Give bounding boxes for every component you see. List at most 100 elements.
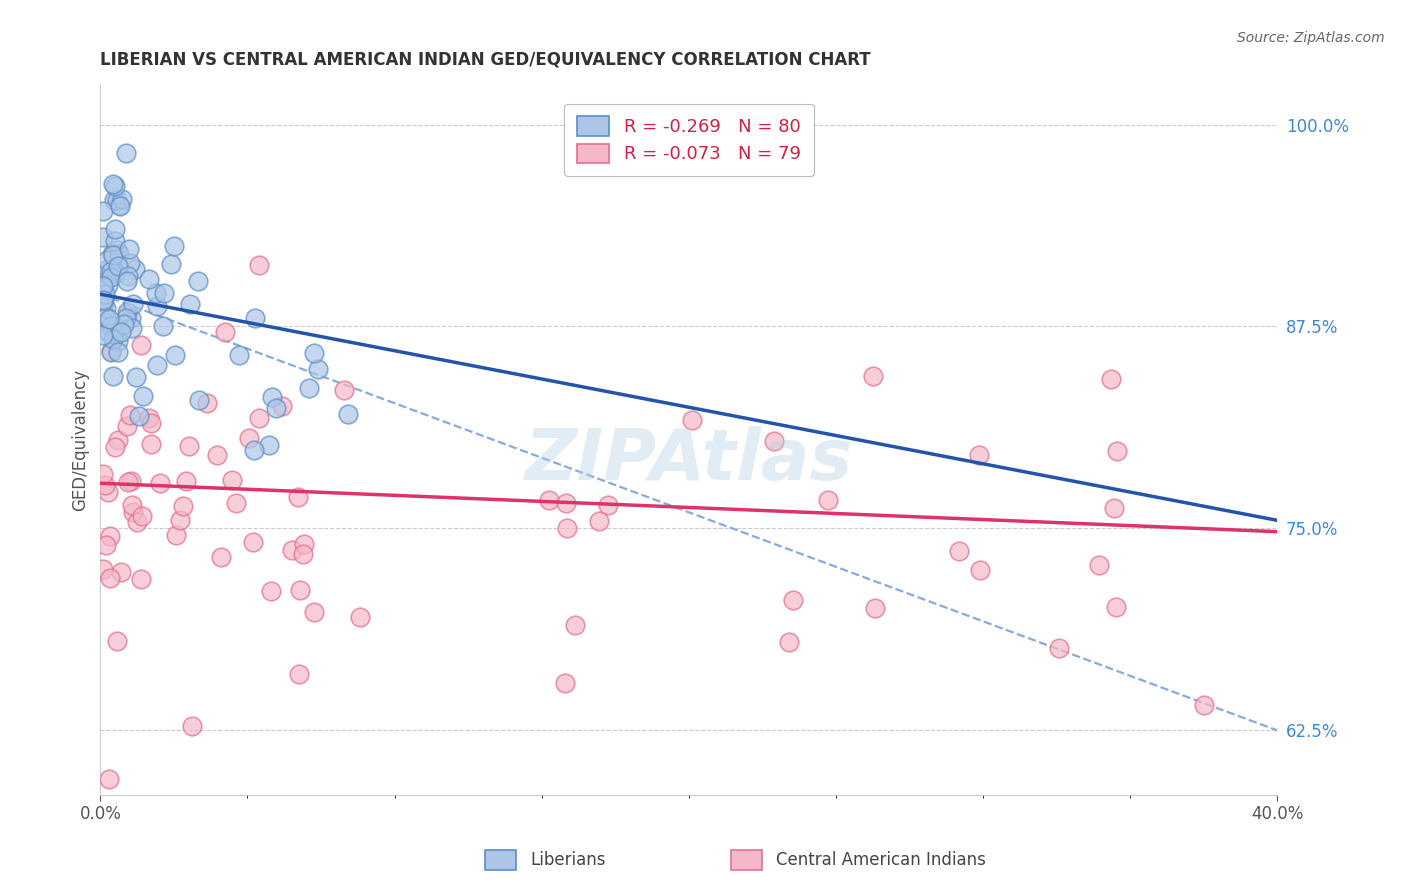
- Point: [1194, 698, 1216, 712]
- Point: [228, 348, 250, 362]
- Point: [160, 257, 183, 271]
- Point: [98, 528, 121, 542]
- Point: [257, 438, 280, 452]
- Point: [681, 413, 703, 427]
- Point: [221, 473, 243, 487]
- Point: [115, 305, 138, 319]
- Point: [121, 321, 143, 335]
- Point: [94, 286, 117, 301]
- Point: [782, 593, 804, 607]
- Point: [97, 485, 120, 500]
- Point: [555, 520, 578, 534]
- Point: [149, 475, 172, 490]
- Point: [103, 177, 125, 191]
- Point: [554, 676, 576, 690]
- Point: [100, 318, 122, 333]
- Point: [179, 439, 201, 453]
- Point: [862, 369, 884, 384]
- Point: [104, 221, 127, 235]
- Text: Central American Indians: Central American Indians: [776, 851, 986, 869]
- Point: [103, 178, 125, 193]
- Point: [205, 449, 228, 463]
- Point: [537, 493, 560, 508]
- Legend: R = -0.269   N = 80, R = -0.073   N = 79: R = -0.269 N = 80, R = -0.073 N = 79: [564, 103, 814, 176]
- Point: [264, 401, 287, 416]
- Text: LIBERIAN VS CENTRAL AMERICAN INDIAN GED/EQUIVALENCY CORRELATION CHART: LIBERIAN VS CENTRAL AMERICAN INDIAN GED/…: [100, 51, 870, 69]
- Point: [1105, 444, 1128, 458]
- Point: [100, 343, 122, 358]
- Point: [242, 535, 264, 549]
- Point: [100, 269, 122, 284]
- Point: [91, 279, 114, 293]
- Point: [195, 396, 218, 410]
- Point: [100, 247, 122, 261]
- Point: [129, 573, 152, 587]
- Point: [114, 310, 136, 325]
- Point: [146, 299, 169, 313]
- Point: [172, 500, 194, 514]
- Point: [132, 389, 155, 403]
- Point: [763, 434, 786, 448]
- Point: [124, 262, 146, 277]
- Point: [260, 583, 283, 598]
- Point: [238, 431, 260, 445]
- Point: [1102, 501, 1125, 516]
- Point: [948, 543, 970, 558]
- Point: [243, 311, 266, 326]
- Point: [100, 264, 122, 278]
- Point: [120, 256, 142, 270]
- Point: [103, 193, 125, 207]
- Point: [292, 547, 315, 561]
- Point: [97, 772, 120, 786]
- Point: [91, 307, 114, 321]
- Point: [100, 345, 122, 359]
- Point: [778, 635, 800, 649]
- Point: [969, 563, 991, 577]
- Point: [260, 390, 283, 404]
- Point: [91, 327, 114, 342]
- Text: ZIPAtlas: ZIPAtlas: [524, 426, 853, 495]
- Point: [336, 407, 359, 421]
- Point: [98, 312, 121, 326]
- Point: [187, 274, 209, 288]
- Point: [138, 272, 160, 286]
- Point: [165, 347, 187, 361]
- Point: [176, 475, 198, 489]
- Point: [242, 442, 264, 457]
- Point: [141, 416, 163, 430]
- Point: [967, 448, 990, 462]
- Point: [107, 198, 129, 212]
- Point: [104, 266, 127, 280]
- Point: [214, 325, 236, 339]
- Point: [564, 618, 586, 632]
- Point: [121, 498, 143, 512]
- Point: [107, 345, 129, 359]
- Point: [225, 496, 247, 510]
- Point: [138, 411, 160, 425]
- Point: [139, 437, 162, 451]
- Point: [131, 338, 153, 352]
- Point: [349, 610, 371, 624]
- Point: [107, 433, 129, 447]
- Point: [94, 301, 117, 315]
- Point: [131, 508, 153, 523]
- Point: [97, 278, 120, 293]
- Point: [93, 293, 115, 307]
- Point: [115, 146, 138, 161]
- Point: [188, 392, 211, 407]
- Point: [209, 550, 232, 565]
- Point: [115, 418, 138, 433]
- Point: [122, 297, 145, 311]
- Point: [588, 514, 610, 528]
- Point: [103, 328, 125, 343]
- Point: [304, 346, 326, 360]
- FancyBboxPatch shape: [485, 850, 516, 870]
- Point: [179, 297, 201, 311]
- Point: [94, 310, 117, 325]
- Point: [91, 203, 114, 218]
- Point: [97, 261, 120, 276]
- Point: [105, 243, 128, 257]
- Point: [298, 380, 321, 394]
- Point: [105, 320, 128, 334]
- Point: [117, 269, 139, 284]
